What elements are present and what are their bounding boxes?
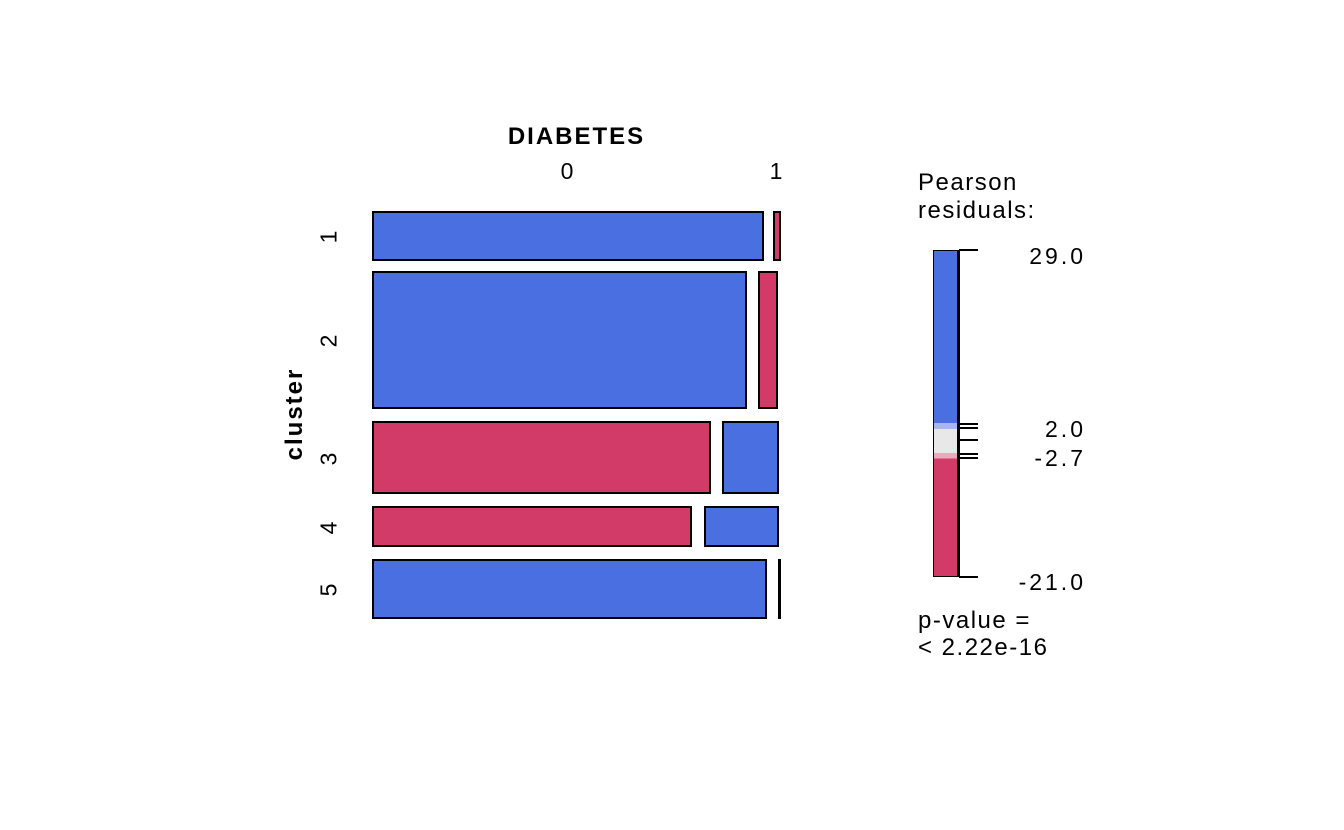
mosaic-tile-cluster4-diabetes0 <box>372 506 692 547</box>
column-label-0: 0 <box>560 158 576 184</box>
y-axis-title: cluster <box>281 367 308 461</box>
legend-title-line1: Pearson <box>918 169 1018 196</box>
mosaic-tile-cluster1-diabetes0 <box>372 211 764 261</box>
p-value-line2: < 2.22e-16 <box>918 634 1049 661</box>
p-value-line1: p-value = <box>918 607 1031 634</box>
row-label-cluster-2: 2 <box>315 332 342 348</box>
legend-tick <box>959 423 978 425</box>
residuals-colorbar <box>933 250 960 577</box>
legend-tick <box>959 576 978 578</box>
mosaic-tile-cluster5-diabetes0 <box>372 559 767 619</box>
legend-tick <box>959 249 978 251</box>
mosaic-tile-cluster2-diabetes1 <box>758 271 778 409</box>
mosaic-tile-cluster1-diabetes1 <box>773 211 781 261</box>
legend-tick <box>959 427 978 429</box>
legend-tick-label--21.0: -21.0 <box>1018 569 1086 595</box>
legend-title: Pearson residuals: <box>918 169 1036 225</box>
mosaic-tile-cluster3-diabetes0 <box>372 421 711 494</box>
row-label-cluster-4: 4 <box>315 519 342 534</box>
row-label-cluster-5: 5 <box>315 581 342 597</box>
legend-tick <box>959 439 978 441</box>
mosaic-tile-cluster5-diabetes1 <box>778 559 781 619</box>
column-label-1: 1 <box>769 158 785 184</box>
legend-title-line2: residuals: <box>918 197 1036 224</box>
legend-tick-label--2.7: -2.7 <box>1034 445 1086 471</box>
mosaic-tile-cluster4-diabetes1 <box>704 506 779 547</box>
legend-tick <box>959 452 978 455</box>
row-label-cluster-3: 3 <box>315 450 342 465</box>
legend-tick-label-29.0: 29.0 <box>1029 243 1086 269</box>
legend-tick-label-2.0: 2.0 <box>1045 416 1086 442</box>
p-value: p-value = < 2.22e-16 <box>918 607 1048 661</box>
row-label-cluster-1: 1 <box>315 228 342 244</box>
x-axis-title: DIABETES <box>507 123 646 150</box>
legend-tick <box>959 456 978 459</box>
mosaic-tile-cluster2-diabetes0 <box>372 271 747 409</box>
mosaic-tile-cluster3-diabetes1 <box>722 421 779 494</box>
